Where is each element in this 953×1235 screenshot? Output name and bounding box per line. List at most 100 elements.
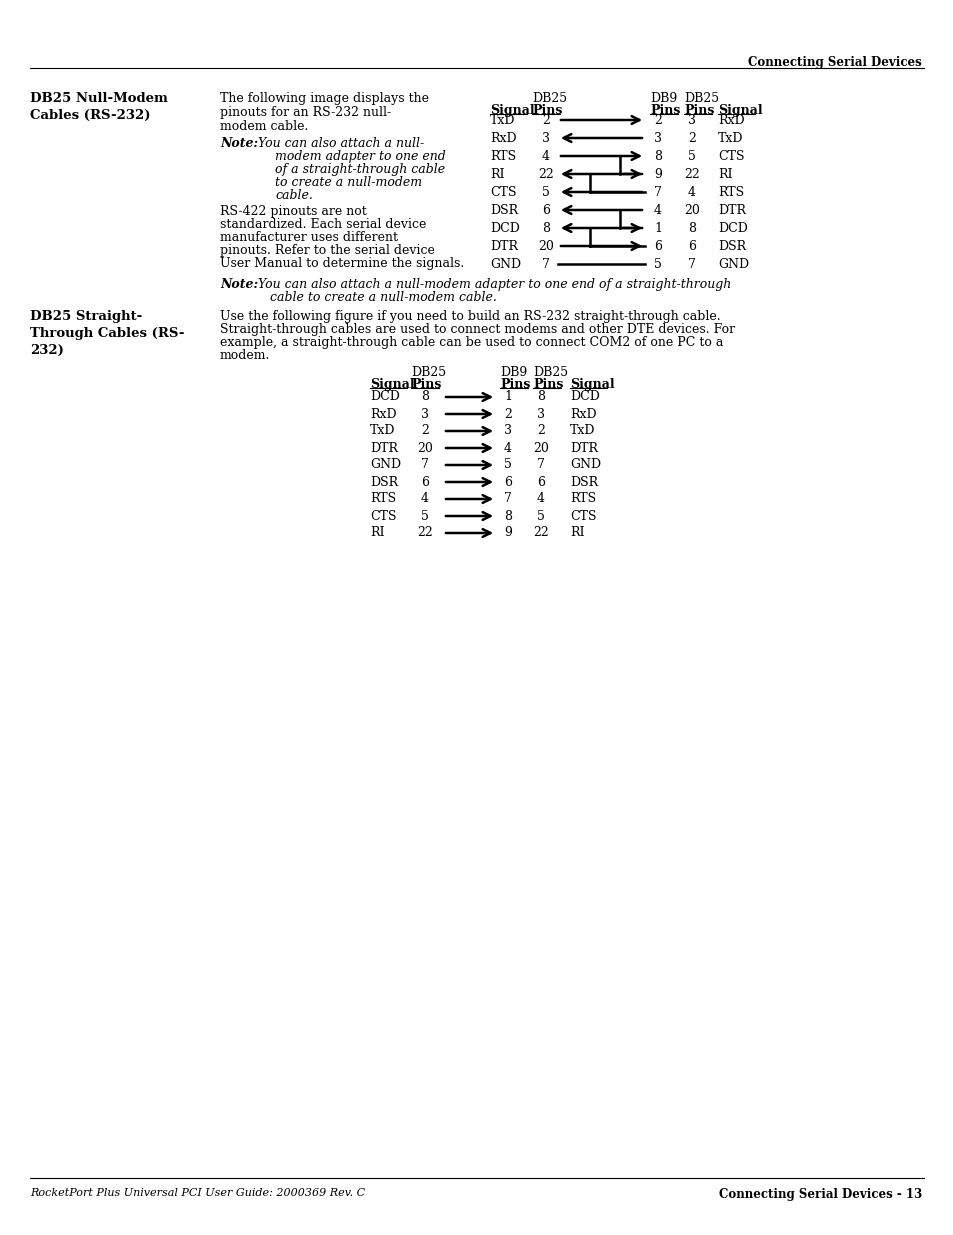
Text: 6: 6 bbox=[503, 475, 512, 489]
Text: 4: 4 bbox=[654, 204, 661, 216]
Text: of a straight-through cable: of a straight-through cable bbox=[274, 163, 445, 177]
Text: 3: 3 bbox=[537, 408, 544, 420]
Text: RxD: RxD bbox=[718, 114, 744, 126]
Text: 2: 2 bbox=[687, 131, 695, 144]
Text: pinouts for an RS-232 null-: pinouts for an RS-232 null- bbox=[220, 106, 391, 119]
Text: 5: 5 bbox=[537, 510, 544, 522]
Text: 3: 3 bbox=[503, 425, 512, 437]
Text: RI: RI bbox=[718, 168, 732, 180]
Text: 20: 20 bbox=[537, 240, 554, 252]
Text: 8: 8 bbox=[654, 149, 661, 163]
Text: 4: 4 bbox=[420, 493, 429, 505]
Text: manufacturer uses different: manufacturer uses different bbox=[220, 231, 397, 245]
Text: TxD: TxD bbox=[718, 131, 742, 144]
Text: GND: GND bbox=[370, 458, 400, 472]
Text: Pins: Pins bbox=[533, 378, 563, 391]
Text: 7: 7 bbox=[503, 493, 512, 505]
Text: RTS: RTS bbox=[370, 493, 395, 505]
Text: RTS: RTS bbox=[569, 493, 596, 505]
Text: 5: 5 bbox=[687, 149, 695, 163]
Text: DCD: DCD bbox=[718, 221, 747, 235]
Text: 8: 8 bbox=[537, 390, 544, 404]
Text: CTS: CTS bbox=[490, 185, 516, 199]
Text: modem.: modem. bbox=[220, 350, 270, 362]
Text: DSR: DSR bbox=[370, 475, 397, 489]
Text: RxD: RxD bbox=[490, 131, 517, 144]
Text: RxD: RxD bbox=[569, 408, 596, 420]
Text: TxD: TxD bbox=[370, 425, 395, 437]
Text: Straight-through cables are used to connect modems and other DTE devices. For: Straight-through cables are used to conn… bbox=[220, 324, 735, 336]
Text: The following image displays the: The following image displays the bbox=[220, 91, 429, 105]
Text: RI: RI bbox=[490, 168, 504, 180]
Text: Note:: Note: bbox=[220, 137, 258, 149]
Text: Signal: Signal bbox=[490, 104, 534, 117]
Text: RxD: RxD bbox=[370, 408, 396, 420]
Text: 7: 7 bbox=[654, 185, 661, 199]
Text: DB25 Straight-
Through Cables (RS-
232): DB25 Straight- Through Cables (RS- 232) bbox=[30, 310, 184, 357]
Text: GND: GND bbox=[569, 458, 600, 472]
Text: RTS: RTS bbox=[490, 149, 516, 163]
Text: 1: 1 bbox=[503, 390, 512, 404]
Text: 20: 20 bbox=[416, 441, 433, 454]
Text: RTS: RTS bbox=[718, 185, 743, 199]
Text: 5: 5 bbox=[541, 185, 549, 199]
Text: 3: 3 bbox=[420, 408, 429, 420]
Text: DSR: DSR bbox=[490, 204, 517, 216]
Text: 6: 6 bbox=[654, 240, 661, 252]
Text: You can also attach a null-: You can also attach a null- bbox=[257, 137, 424, 149]
Text: Pins: Pins bbox=[683, 104, 714, 117]
Text: Signal: Signal bbox=[569, 378, 614, 391]
Text: CTS: CTS bbox=[718, 149, 743, 163]
Text: 2: 2 bbox=[654, 114, 661, 126]
Text: 22: 22 bbox=[533, 526, 548, 540]
Text: DSR: DSR bbox=[569, 475, 598, 489]
Text: Pins: Pins bbox=[649, 104, 679, 117]
Text: DTR: DTR bbox=[718, 204, 745, 216]
Text: 4: 4 bbox=[537, 493, 544, 505]
Text: 6: 6 bbox=[420, 475, 429, 489]
Text: 4: 4 bbox=[687, 185, 696, 199]
Text: 6: 6 bbox=[537, 475, 544, 489]
Text: 2: 2 bbox=[537, 425, 544, 437]
Text: 20: 20 bbox=[683, 204, 700, 216]
Text: 6: 6 bbox=[687, 240, 696, 252]
Text: You can also attach a null-modem adapter to one end of a straight-through: You can also attach a null-modem adapter… bbox=[257, 278, 731, 291]
Text: 4: 4 bbox=[541, 149, 550, 163]
Text: DCD: DCD bbox=[569, 390, 599, 404]
Text: 8: 8 bbox=[420, 390, 429, 404]
Text: RI: RI bbox=[370, 526, 384, 540]
Text: modem adapter to one end: modem adapter to one end bbox=[274, 149, 445, 163]
Text: 22: 22 bbox=[416, 526, 433, 540]
Text: Use the following figure if you need to build an RS-232 straight-through cable.: Use the following figure if you need to … bbox=[220, 310, 720, 324]
Text: 7: 7 bbox=[687, 258, 695, 270]
Text: Pins: Pins bbox=[411, 378, 441, 391]
Text: 5: 5 bbox=[503, 458, 512, 472]
Text: 7: 7 bbox=[537, 458, 544, 472]
Text: DCD: DCD bbox=[370, 390, 399, 404]
Text: 6: 6 bbox=[541, 204, 550, 216]
Text: User Manual to determine the signals.: User Manual to determine the signals. bbox=[220, 257, 464, 270]
Text: modem cable.: modem cable. bbox=[220, 120, 308, 133]
Text: cable.: cable. bbox=[274, 189, 313, 203]
Text: example, a straight-through cable can be used to connect COM2 of one PC to a: example, a straight-through cable can be… bbox=[220, 336, 722, 350]
Text: standardized. Each serial device: standardized. Each serial device bbox=[220, 219, 426, 231]
Text: DTR: DTR bbox=[490, 240, 517, 252]
Text: 9: 9 bbox=[503, 526, 512, 540]
Text: Note:: Note: bbox=[220, 278, 258, 291]
Text: CTS: CTS bbox=[370, 510, 396, 522]
Text: DB25 Null-Modem
Cables (RS-232): DB25 Null-Modem Cables (RS-232) bbox=[30, 91, 168, 122]
Text: 20: 20 bbox=[533, 441, 548, 454]
Text: 4: 4 bbox=[503, 441, 512, 454]
Text: DB9: DB9 bbox=[649, 91, 677, 105]
Text: 22: 22 bbox=[683, 168, 700, 180]
Text: 8: 8 bbox=[541, 221, 550, 235]
Text: 7: 7 bbox=[420, 458, 429, 472]
Text: cable to create a null-modem cable.: cable to create a null-modem cable. bbox=[270, 291, 497, 304]
Text: Signal: Signal bbox=[718, 104, 761, 117]
Text: DTR: DTR bbox=[569, 441, 598, 454]
Text: 9: 9 bbox=[654, 168, 661, 180]
Text: 5: 5 bbox=[420, 510, 429, 522]
Text: RocketPort Plus Universal PCI User Guide: 2000369 Rev. C: RocketPort Plus Universal PCI User Guide… bbox=[30, 1188, 365, 1198]
Text: DB25: DB25 bbox=[683, 91, 719, 105]
Text: DCD: DCD bbox=[490, 221, 519, 235]
